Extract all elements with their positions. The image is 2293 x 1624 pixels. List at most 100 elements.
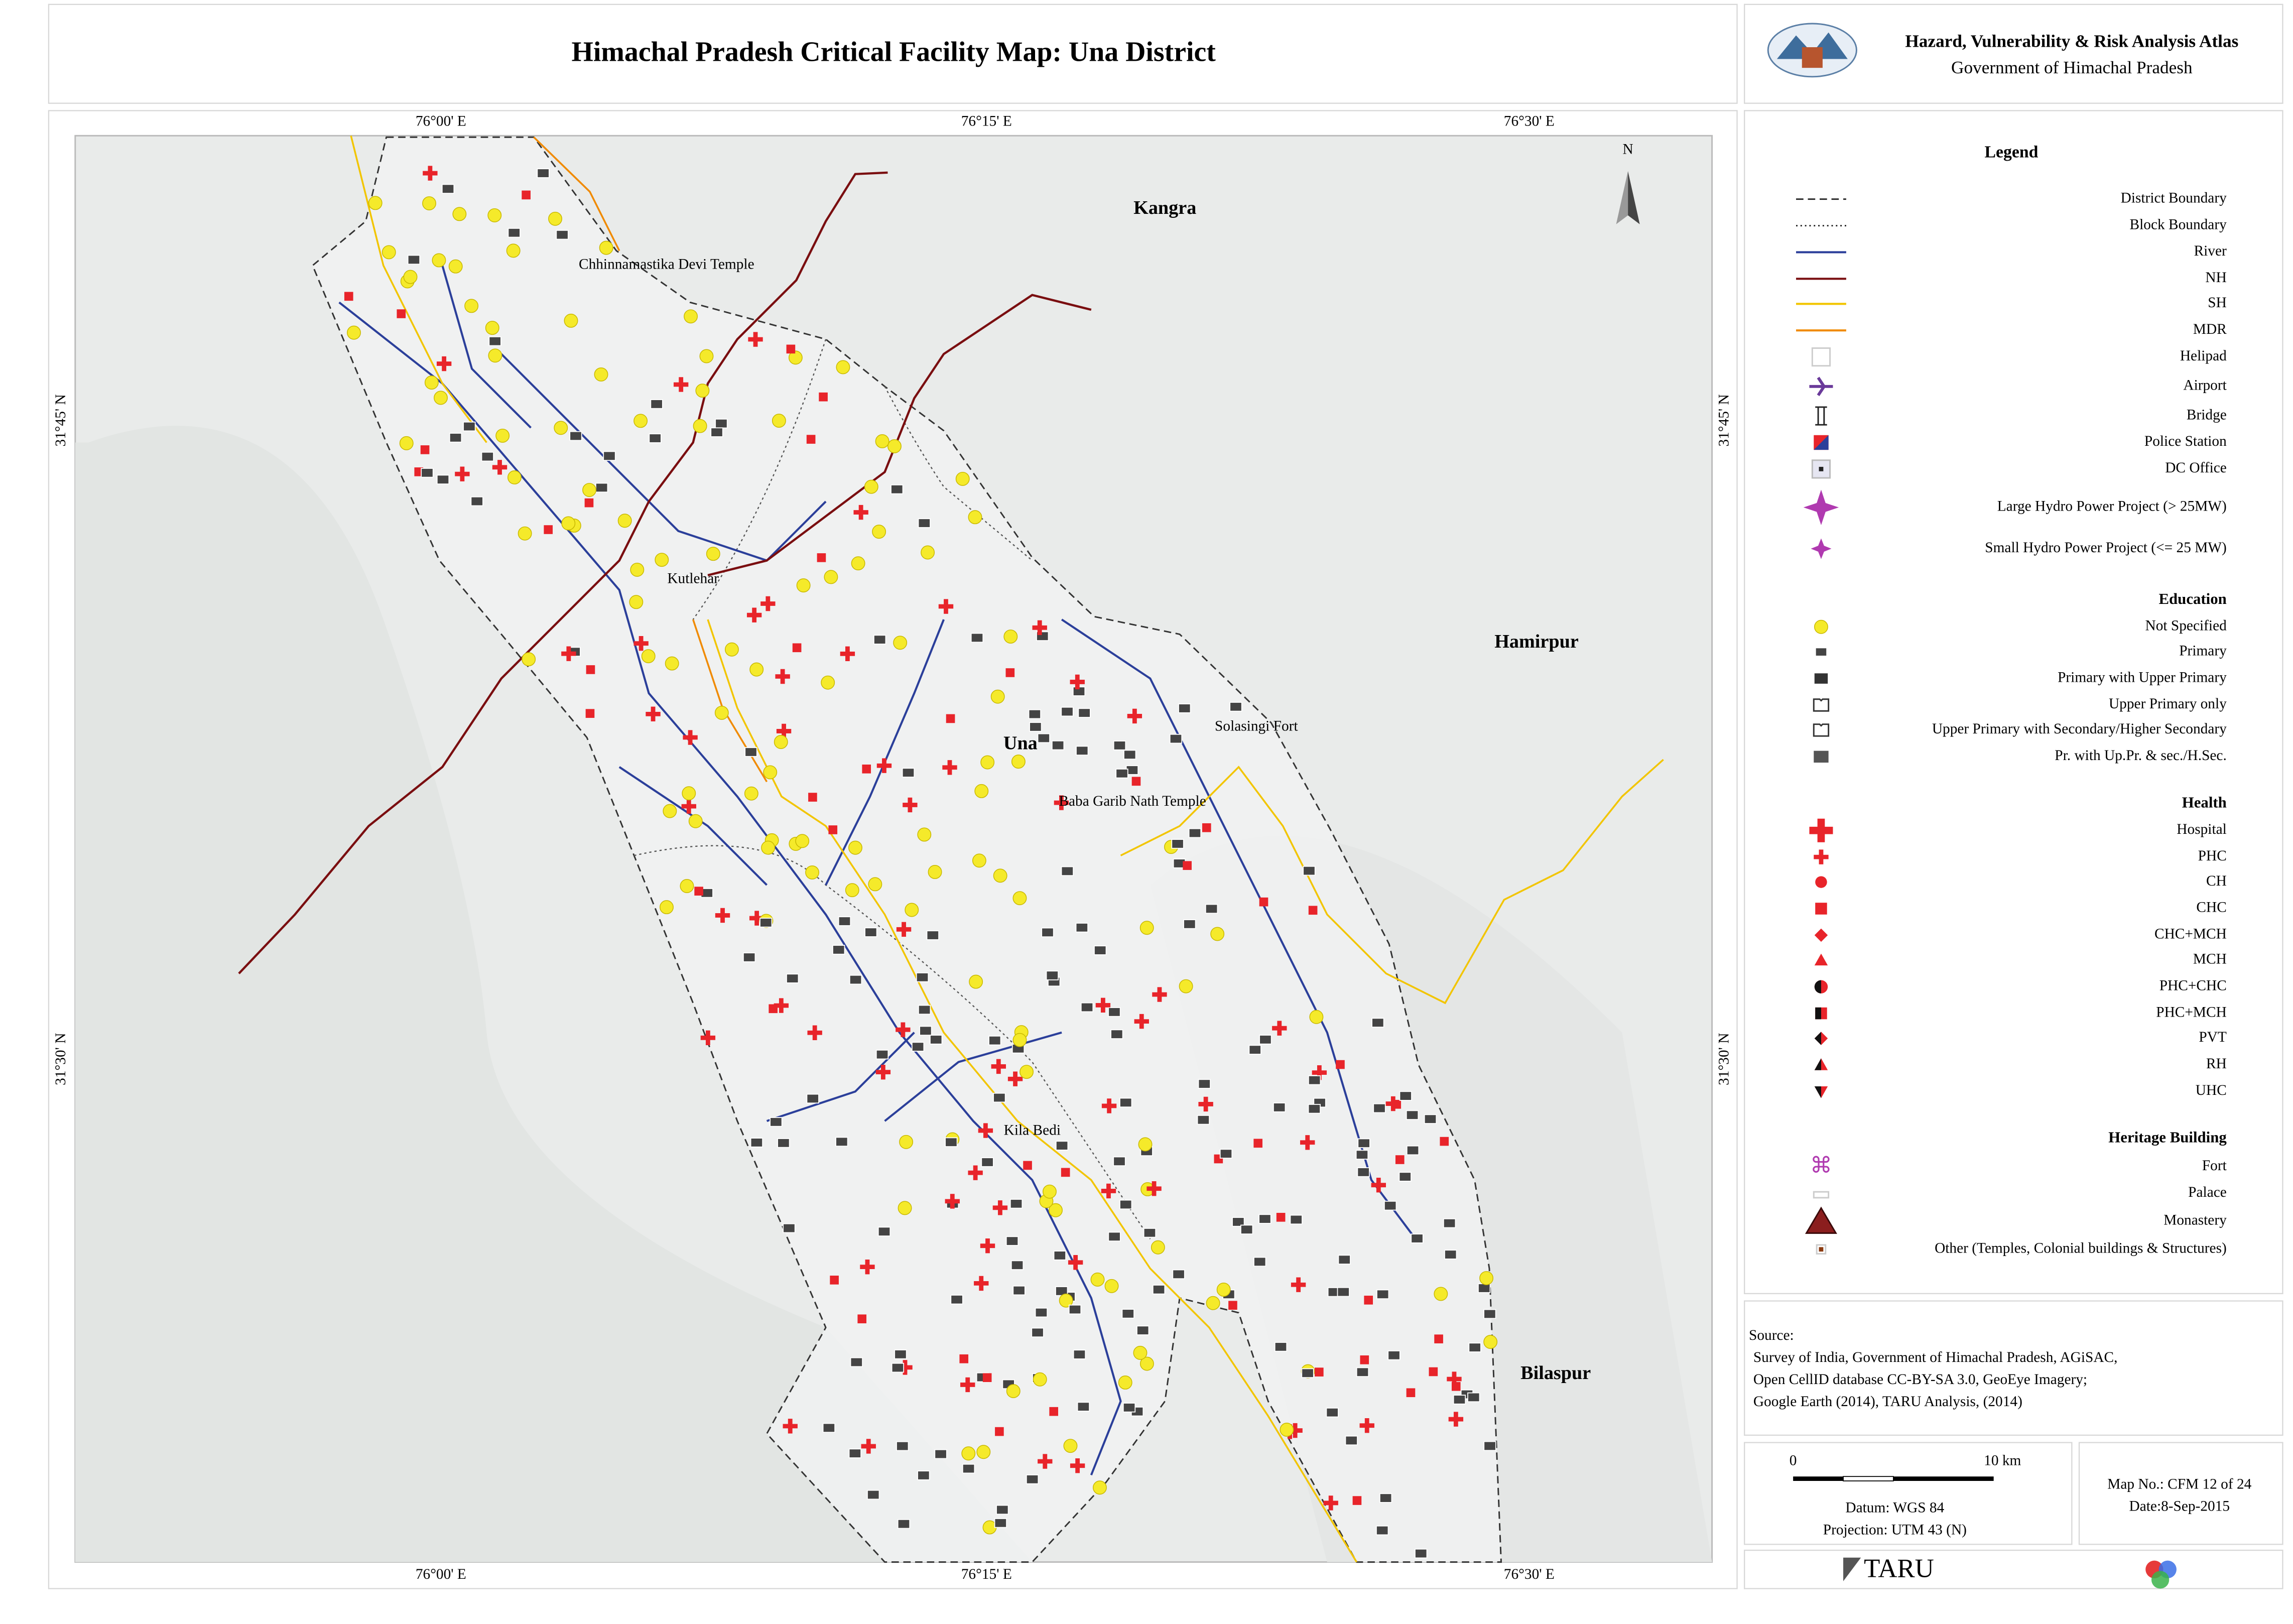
- health-symbol: [1032, 620, 1047, 636]
- school-symbol: [770, 1117, 783, 1127]
- school-symbol: [1009, 1199, 1023, 1209]
- school-symbol: [1280, 1422, 1294, 1437]
- school-symbol: [655, 553, 669, 567]
- school-symbol: [603, 451, 616, 461]
- school-symbol: [680, 879, 694, 893]
- legend-label: Upper Primary only: [2109, 696, 2227, 712]
- school-symbol: [441, 184, 455, 194]
- health-symbol: [828, 825, 838, 834]
- legend-heading: Education: [2158, 590, 2226, 607]
- school-symbol: [1183, 919, 1196, 929]
- school-symbol: [1118, 1376, 1132, 1390]
- school-symbol: [1387, 1350, 1400, 1360]
- school-symbol: [1041, 927, 1054, 938]
- school-symbol: [1232, 1217, 1245, 1227]
- school-symbol: [974, 784, 989, 798]
- source-line: Google Earth (2014), TARU Analysis, (201…: [1753, 1394, 2022, 1410]
- legend-symbol: [1814, 673, 1828, 684]
- health-symbol: [786, 344, 796, 354]
- school-symbol: [1055, 1141, 1069, 1151]
- school-symbol: [1197, 1115, 1210, 1125]
- school-symbol: [928, 864, 942, 879]
- school-symbol: [1479, 1271, 1494, 1285]
- school-symbol: [990, 689, 1005, 704]
- school-symbol: [919, 1026, 932, 1036]
- school-symbol: [1216, 1283, 1231, 1297]
- health-symbol: [991, 1059, 1006, 1074]
- school-symbol: [1309, 1010, 1324, 1024]
- school-symbol: [897, 1519, 911, 1529]
- school-symbol: [1076, 745, 1089, 756]
- legend-symbol: [1819, 466, 1824, 471]
- school-symbol: [1059, 1293, 1073, 1308]
- legend-symbol: [1809, 377, 1833, 397]
- school-symbol: [595, 482, 608, 493]
- school-symbol: [1273, 1102, 1286, 1112]
- school-symbol: [1110, 1029, 1123, 1039]
- school-symbol: [1108, 1231, 1121, 1242]
- health-symbol: [992, 1200, 1008, 1215]
- legend-symbol: [1814, 1058, 1821, 1070]
- school-symbol: [1139, 1356, 1154, 1371]
- latitude-label: 31°30' N: [53, 1033, 69, 1085]
- school-symbol: [1049, 1203, 1063, 1217]
- scale-start: 0: [1790, 1453, 1797, 1469]
- map-title: Himachal Pradesh Critical Facility Map: …: [572, 37, 1216, 68]
- health-symbol: [783, 1419, 798, 1434]
- health-symbol: [1371, 1178, 1386, 1193]
- school-symbol: [706, 547, 720, 561]
- school-symbol: [1376, 1289, 1389, 1299]
- taru-logo: TARU: [1864, 1554, 1934, 1583]
- school-symbol: [470, 496, 483, 507]
- health-symbol: [1101, 1098, 1117, 1113]
- health-symbol: [857, 1314, 867, 1324]
- map-date: Date:8-Sep-2015: [2129, 1498, 2230, 1515]
- school-symbol: [1104, 1279, 1119, 1293]
- health-symbol: [455, 466, 470, 481]
- legend-label: Bridge: [2187, 407, 2227, 423]
- school-symbol: [749, 662, 764, 677]
- school-symbol: [1338, 1255, 1351, 1265]
- school-symbol: [1453, 1395, 1466, 1405]
- school-symbol: [485, 321, 499, 335]
- health-symbol: [1198, 1096, 1213, 1112]
- health-symbol: [746, 607, 762, 622]
- school-symbol: [972, 853, 986, 868]
- legend-symbol: [1811, 538, 1832, 559]
- health-symbol: [646, 706, 661, 722]
- health-symbol: [561, 646, 576, 661]
- legend-heading: Health: [2182, 794, 2227, 811]
- school-symbol: [641, 649, 656, 664]
- school-symbol: [848, 1448, 861, 1458]
- datum: Datum: WGS 84: [1845, 1500, 1944, 1516]
- school-symbol: [744, 786, 758, 801]
- health-symbol: [1448, 1412, 1464, 1427]
- legend-label: Primary with Upper Primary: [2058, 669, 2227, 685]
- legend-symbol: [1813, 698, 1830, 712]
- health-symbol: [1259, 897, 1268, 907]
- school-symbol: [763, 765, 778, 780]
- legend-label: UHC: [2196, 1082, 2227, 1098]
- school-symbol: [421, 468, 434, 478]
- district-boundary: [312, 136, 1502, 1563]
- school-symbol: [1406, 1145, 1420, 1156]
- facility-layer: [344, 166, 1498, 1559]
- school-symbol: [1178, 703, 1191, 713]
- school-symbol: [663, 804, 677, 818]
- health-symbol: [960, 1377, 975, 1393]
- health-symbol: [774, 998, 789, 1013]
- health-symbol: [1038, 1454, 1053, 1469]
- school-symbol: [1073, 1349, 1086, 1359]
- school-symbol: [1020, 1065, 1034, 1079]
- legend-symbol: [1813, 723, 1830, 737]
- school-symbol: [1198, 1079, 1211, 1089]
- legend-label: CHC+MCH: [2154, 926, 2227, 942]
- health-symbol: [544, 525, 553, 534]
- legend-label: Hospital: [2177, 821, 2226, 837]
- legend-symbol: [1814, 1032, 1821, 1045]
- legend-symbol: [1803, 489, 1839, 526]
- health-symbol: [1152, 987, 1167, 1002]
- school-symbol: [1274, 1342, 1288, 1352]
- school-symbol: [1003, 630, 1018, 644]
- school-symbol: [481, 451, 494, 462]
